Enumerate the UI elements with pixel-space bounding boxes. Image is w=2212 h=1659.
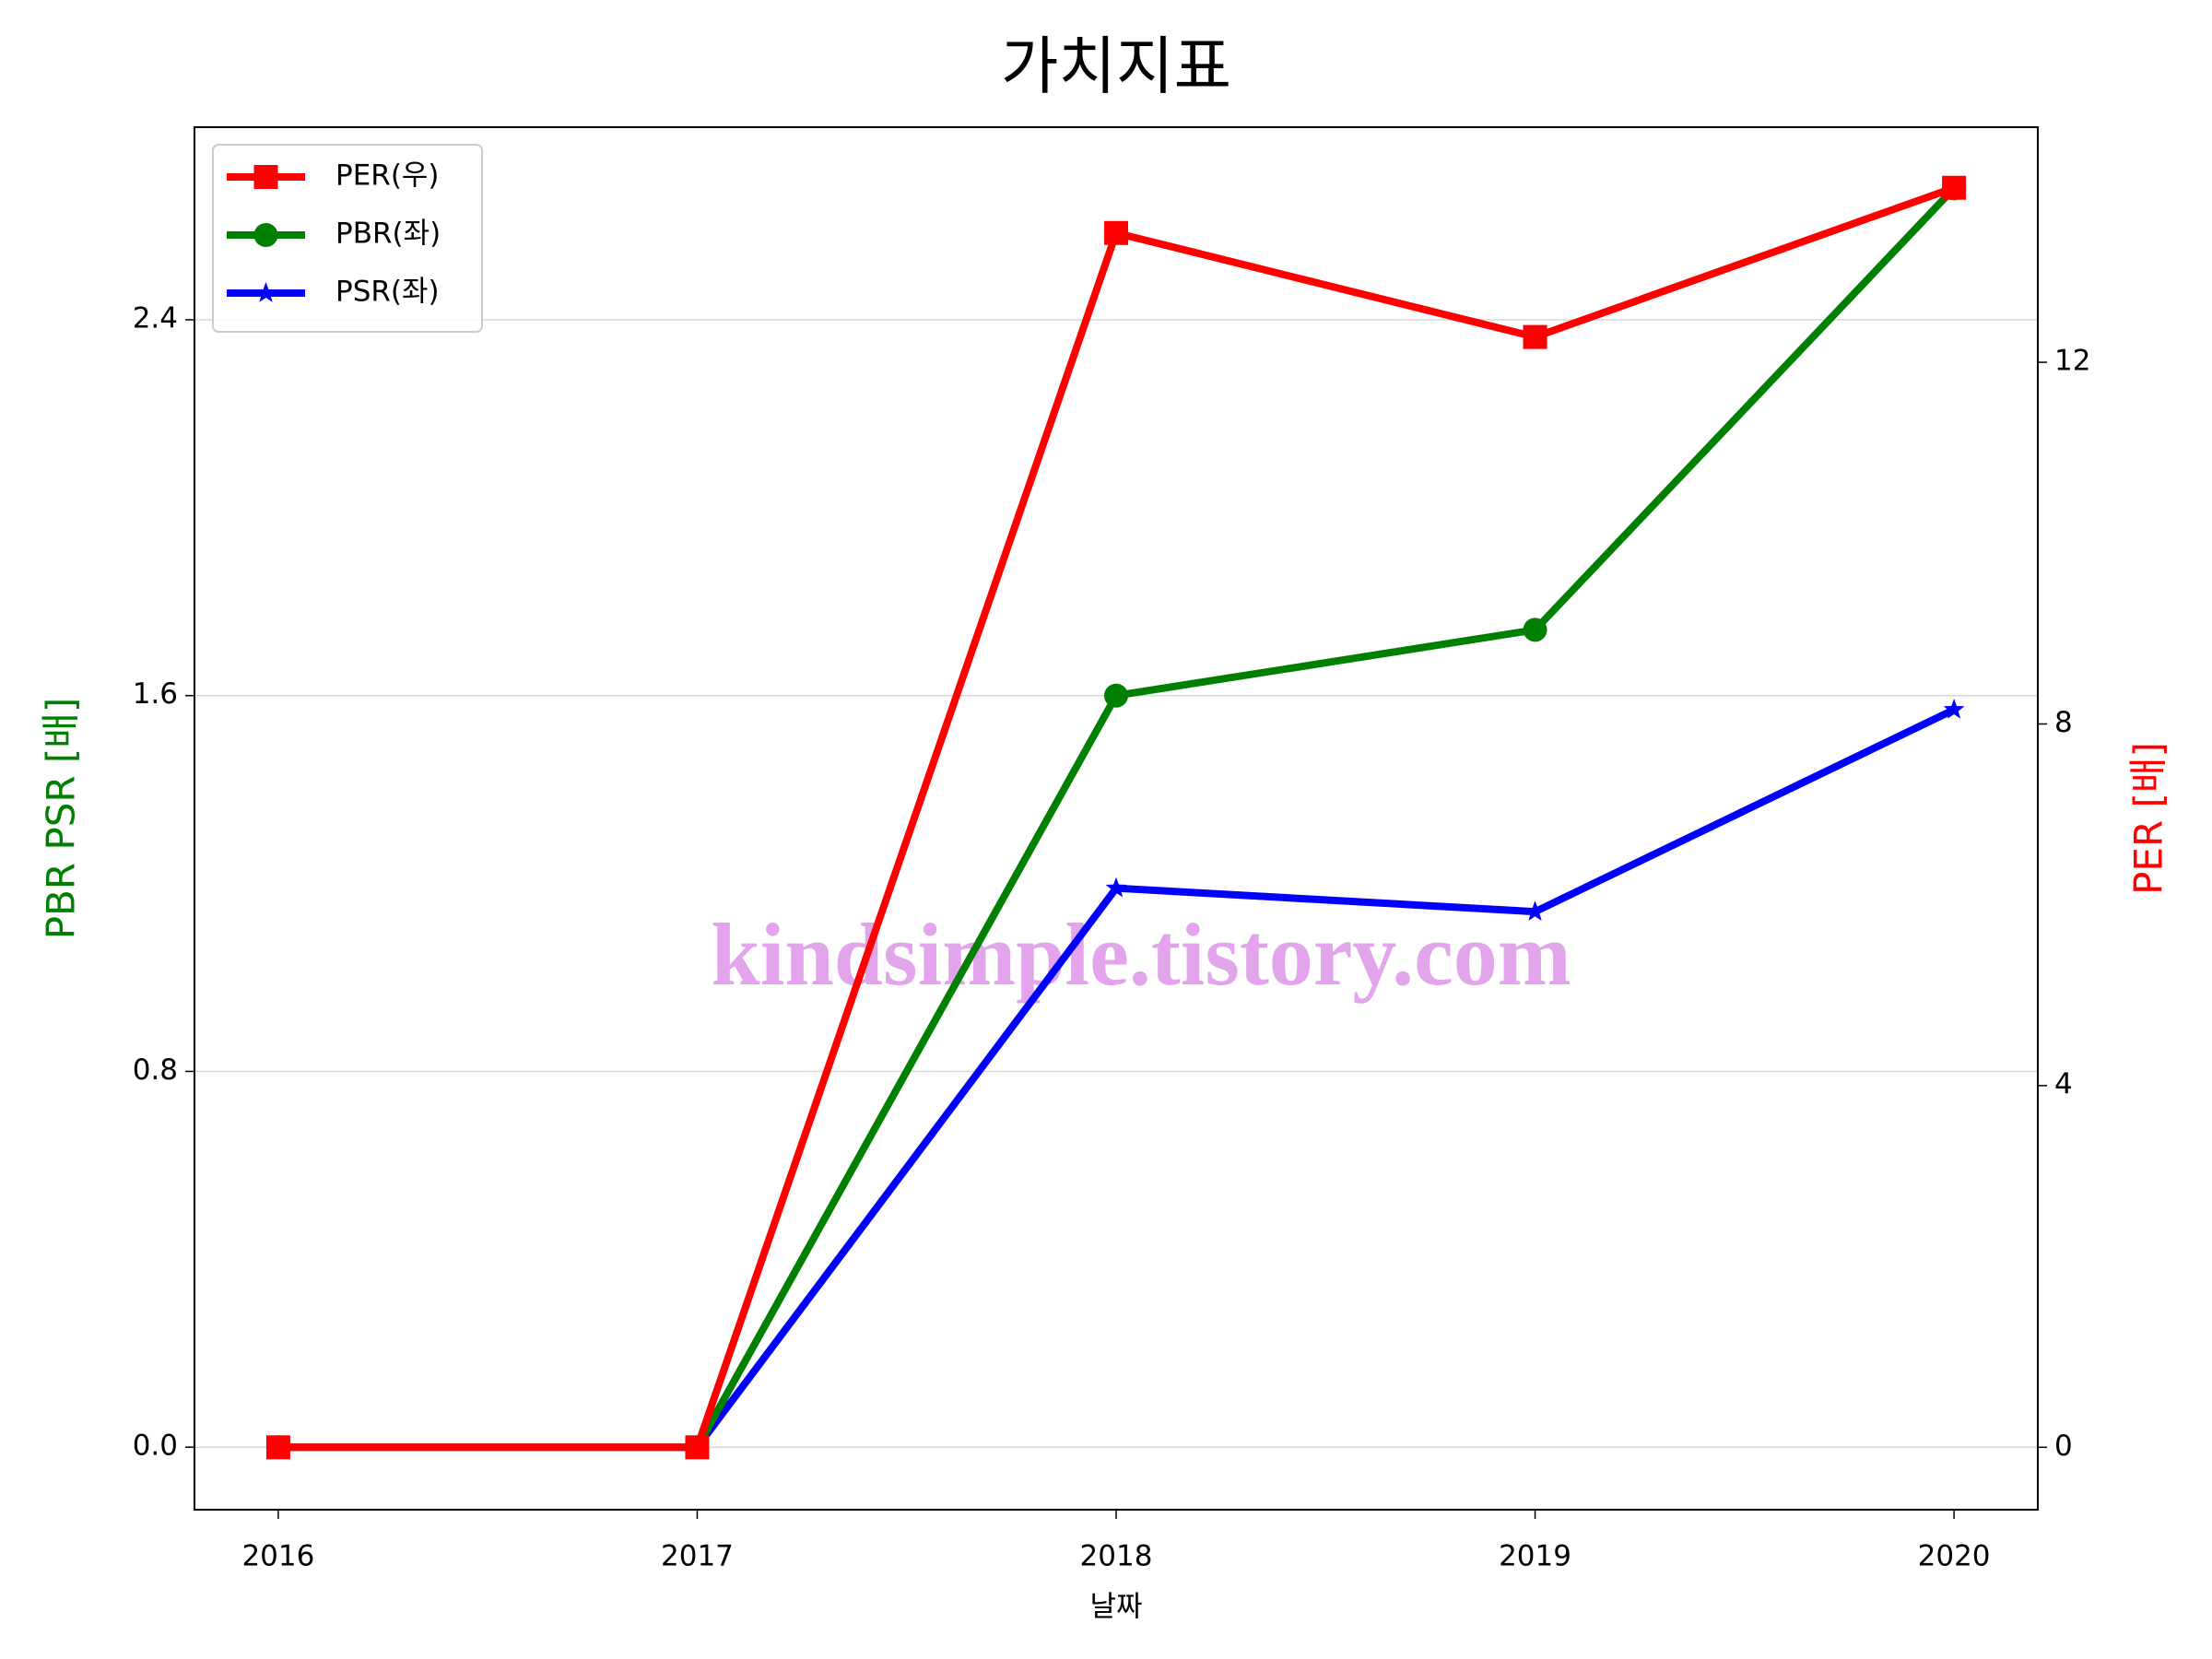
marker (255, 282, 276, 302)
legend-box (212, 144, 483, 333)
marker (253, 223, 278, 247)
marker (685, 1435, 710, 1460)
x-tick-label: 2016 (241, 1540, 314, 1573)
x-tick-label: 2017 (661, 1540, 734, 1573)
plot-frame (194, 126, 2039, 1511)
y2-tick-label: 12 (2054, 345, 2090, 378)
watermark: kindsimple.tistory.com (711, 905, 1571, 1004)
marker (1943, 699, 1965, 719)
legend: PER(우) PBR(좌) PSR(좌) (212, 144, 483, 333)
legend-label: PSR(좌) (335, 276, 440, 309)
y-tick-label: 0.0 (133, 1430, 178, 1463)
y-tick-label: 0.8 (133, 1053, 178, 1087)
x-tick-label: 2019 (1499, 1540, 1571, 1573)
x-axis-label: 날짜 (1089, 1591, 1142, 1624)
y2-axis-label: PER [배] (2126, 742, 2171, 895)
x-tick-label: 2018 (1080, 1540, 1153, 1573)
y2-tick-label: 0 (2054, 1430, 2073, 1463)
y-tick-label: 1.6 (133, 677, 178, 711)
marker (1524, 900, 1546, 921)
legend-label: PER(우) (335, 159, 440, 193)
marker (1104, 220, 1128, 245)
x-tick-label: 2020 (1918, 1540, 1991, 1573)
marker (1523, 324, 1547, 349)
y2-tick-label: 4 (2054, 1067, 2073, 1100)
y-axis-label: PBR PSR [배] (39, 698, 84, 940)
y-tick-label: 2.4 (133, 301, 178, 335)
marker (1942, 175, 1967, 200)
marker (1523, 618, 1547, 642)
marker (1105, 877, 1127, 898)
series (265, 175, 1967, 1460)
marker (1104, 683, 1128, 708)
legend-label: PBR(좌) (335, 218, 441, 251)
y2-tick-label: 8 (2054, 706, 2073, 739)
marker (253, 165, 278, 189)
marker (265, 1435, 290, 1460)
chart-title: 가치지표 (1001, 31, 1231, 104)
